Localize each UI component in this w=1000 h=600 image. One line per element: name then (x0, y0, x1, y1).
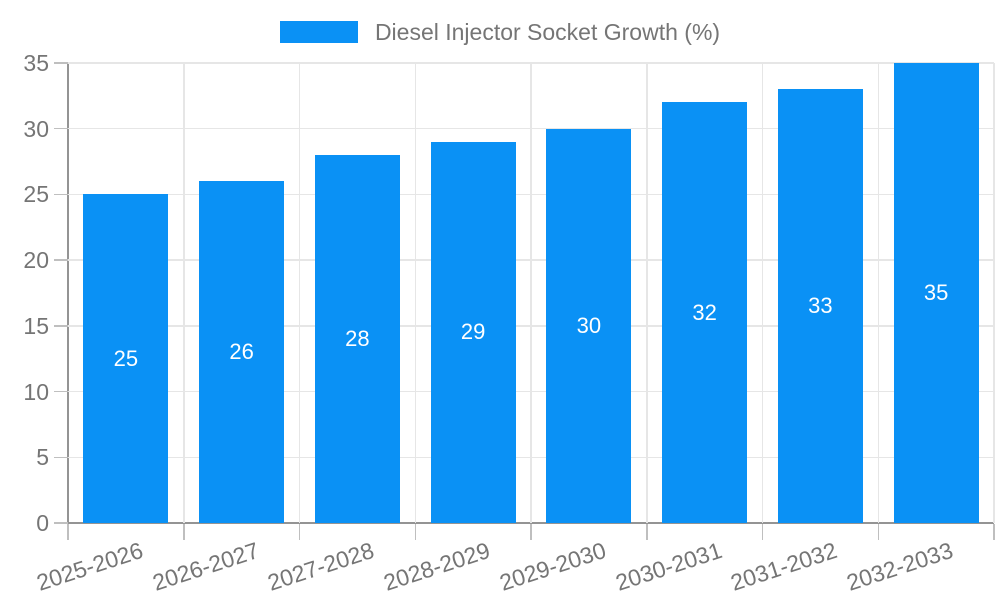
x-axis-tick (993, 524, 995, 540)
bar-2026-2027[interactable] (199, 181, 285, 523)
y-axis-tick-label: 15 (23, 312, 49, 339)
y-axis-tick-label: 35 (23, 50, 49, 76)
x-gridline (183, 63, 185, 523)
x-axis-tick (298, 524, 301, 540)
chart-legend[interactable]: Diesel Injector Socket Growth (%) (0, 17, 1000, 47)
x-axis-tick-label: 2032-2033 (843, 537, 957, 596)
x-axis-tick-label: 2031-2032 (727, 537, 841, 596)
y-axis-tick-label: 10 (23, 378, 49, 405)
y-axis-tick (54, 193, 68, 196)
y-axis-tick-label: 5 (36, 444, 49, 471)
y-axis-tick (54, 390, 68, 393)
y-axis-tick (54, 522, 68, 524)
x-axis-tick (761, 524, 764, 540)
bar-2029-2030[interactable] (546, 128, 632, 523)
bar-2031-2032[interactable] (777, 89, 863, 523)
y-axis-tick (54, 456, 68, 459)
x-axis-line (67, 522, 994, 524)
y-axis-tick-label: 0 (36, 510, 49, 536)
x-axis-tick (414, 524, 416, 540)
x-gridline (414, 63, 416, 523)
x-axis-tick (530, 524, 532, 540)
y-axis-tick (54, 259, 68, 261)
y-axis-tick-label: 30 (23, 115, 49, 142)
bar-2025-2026[interactable] (83, 194, 169, 523)
x-gridline (298, 63, 301, 523)
x-axis-tick-label: 2030-2031 (612, 537, 725, 596)
bar-2032-2033[interactable] (893, 63, 979, 523)
x-axis-tick-label: 2027-2028 (264, 537, 378, 596)
x-gridline (646, 63, 648, 523)
x-axis-tick (67, 524, 69, 540)
y-axis-line (67, 63, 69, 523)
y-axis-tick-label: 20 (23, 247, 49, 274)
y-axis-tick (54, 325, 68, 327)
y-axis-tick (54, 62, 68, 64)
bar-2027-2028[interactable] (314, 155, 400, 523)
x-axis-tick (183, 524, 185, 540)
bar-2028-2029[interactable] (430, 141, 516, 523)
legend-label: Diesel Injector Socket Growth (%) (374, 18, 721, 45)
x-gridline (877, 63, 879, 523)
x-gridline (761, 63, 764, 523)
y-axis-tick-label: 25 (23, 181, 49, 208)
x-gridline (993, 63, 995, 523)
x-gridline (530, 63, 532, 523)
x-axis-tick-label: 2028-2029 (380, 537, 494, 596)
x-axis-tick-label: 2029-2030 (496, 537, 609, 596)
x-axis-tick-label: 2025-2026 (33, 537, 146, 596)
x-axis-tick (646, 524, 648, 540)
y-axis-tick (54, 127, 68, 130)
legend-swatch-icon (279, 21, 358, 43)
plot-area: 25 26 28 29 30 32 33 35 (54, 62, 995, 540)
bar-2030-2031[interactable] (662, 102, 748, 523)
x-axis-tick (877, 524, 879, 540)
x-axis-tick-label: 2026-2027 (149, 537, 262, 596)
